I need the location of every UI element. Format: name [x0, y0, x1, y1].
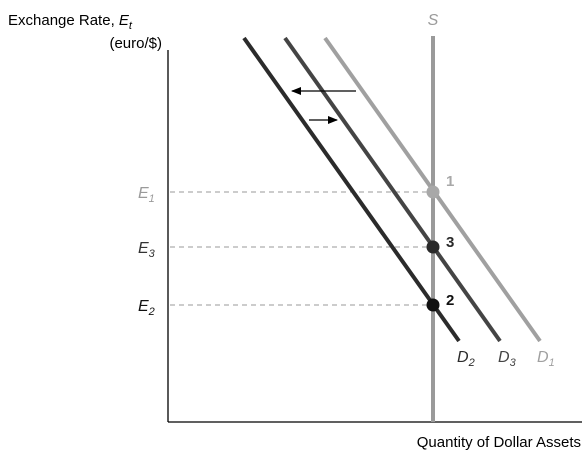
y-axis-label: Exchange Rate, Et [8, 12, 133, 32]
point-label-2: 2 [446, 292, 454, 309]
x-axis-label: Quantity of Dollar Assets [417, 434, 581, 451]
level-label-e3: E3 [138, 240, 156, 260]
demand-label-d3: D3 [498, 349, 517, 369]
equilibrium-point-1 [426, 185, 440, 199]
point-label-3: 3 [446, 234, 454, 251]
point-label-1: 1 [446, 173, 454, 190]
demand-curve-d2 [242, 36, 461, 343]
y-axis-unit: (euro/$) [109, 35, 162, 52]
demand-label-d1: D1 [537, 349, 555, 369]
equilibrium-point-3 [426, 240, 440, 254]
supply-label: S [428, 12, 439, 29]
demand-curve-d3 [283, 36, 502, 343]
demand-label-d2: D2 [457, 349, 475, 369]
equilibrium-point-2 [426, 298, 440, 312]
level-label-e1: E1 [138, 185, 155, 205]
level-label-e2: E2 [138, 298, 155, 318]
